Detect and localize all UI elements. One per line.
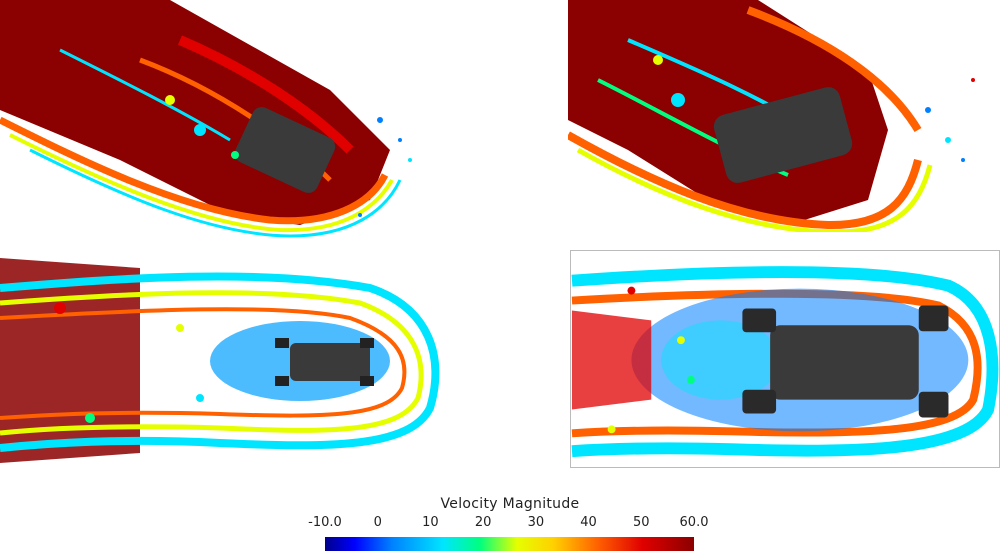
vortex-render-perspective-close [568,0,975,232]
colorbar-tick-label: 60.0 [679,515,709,530]
view-perspective-side [0,0,440,240]
colorbar-tick-label: 0 [373,515,382,530]
view-top-wide [0,248,445,473]
vortex-render-top-wide [0,258,440,463]
colorbar-legend: Velocity Magnitude -10.0 0 10 20 30 40 5… [300,496,720,558]
view-top-close [570,250,1000,468]
vortex-render-top-close [571,251,999,467]
vortex-render-perspective-side [0,0,412,238]
colorbar-tick-labels: -10.0 0 10 20 30 40 50 60.0 [300,515,720,533]
colorbar-tick-label: 20 [474,515,492,530]
view-perspective-close [568,0,1000,232]
colorbar-tick-label: 10 [422,515,439,530]
colorbar-tick-label: 30 [527,515,545,530]
colorbar-gradient [325,537,694,551]
colorbar-title: Velocity Magnitude [440,496,580,512]
colorbar-tick-label: 50 [633,515,650,530]
colorbar-tick-label: -10.0 [308,515,342,530]
colorbar-tick-label: 40 [580,515,597,530]
